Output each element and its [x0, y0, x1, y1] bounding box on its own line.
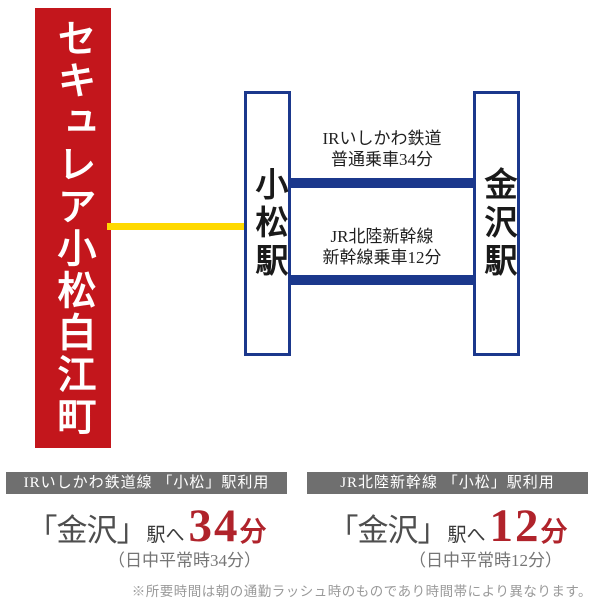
route-line-name: JR北陸新幹線 [330, 227, 434, 246]
station-name-kanazawa: 金沢駅 [479, 166, 515, 281]
summary-header-ir: IRいしかわ鉄道線 「小松」駅利用 [6, 472, 287, 494]
rail-line-jr-shinkansen [291, 275, 473, 285]
destination-name: 「金沢」 [26, 513, 147, 548]
route-label-ir-ishikawa: IRいしかわ鉄道 普通乗車34分 [291, 128, 473, 172]
banner-connector-line [107, 223, 247, 230]
summary-note-jr: （日中平常時12分） [409, 551, 562, 570]
station-name-komatsu: 小松駅 [250, 166, 286, 281]
destination-suffix: 駅へ [146, 525, 185, 546]
route-ride-time: 普通乗車34分 [331, 150, 433, 169]
route-label-jr-shinkansen: JR北陸新幹線 新幹線乗車12分 [291, 226, 473, 270]
minutes-unit: 分 [540, 517, 568, 547]
travel-minutes: 34 [188, 500, 240, 552]
summary-main-ir: 「金沢」駅へ34分 [6, 499, 287, 553]
route-ride-time: 新幹線乗車12分 [322, 248, 442, 267]
station-box-komatsu: 小松駅 [244, 91, 291, 356]
destination-name: 「金沢」 [327, 513, 448, 548]
route-line-name: IRいしかわ鉄道 [322, 129, 442, 148]
summary-header-jr: JR北陸新幹線 「小松」駅利用 [307, 472, 588, 494]
summary-main-jr: 「金沢」駅へ12分 [307, 499, 588, 553]
travel-minutes: 12 [489, 500, 541, 552]
project-banner: セキュレア小松白江町 [35, 8, 111, 448]
minutes-unit: 分 [239, 517, 267, 547]
rail-line-ir-ishikawa [291, 178, 473, 188]
summary-note-ir: （日中平常時34分） [108, 551, 261, 570]
destination-suffix: 駅へ [447, 525, 486, 546]
station-box-kanazawa: 金沢駅 [473, 91, 520, 356]
project-title: セキュレア小松白江町 [52, 18, 95, 438]
footnote: ※所要時間は朝の通勤ラッシュ時のものであり時間帯により異なります。 [131, 584, 592, 599]
